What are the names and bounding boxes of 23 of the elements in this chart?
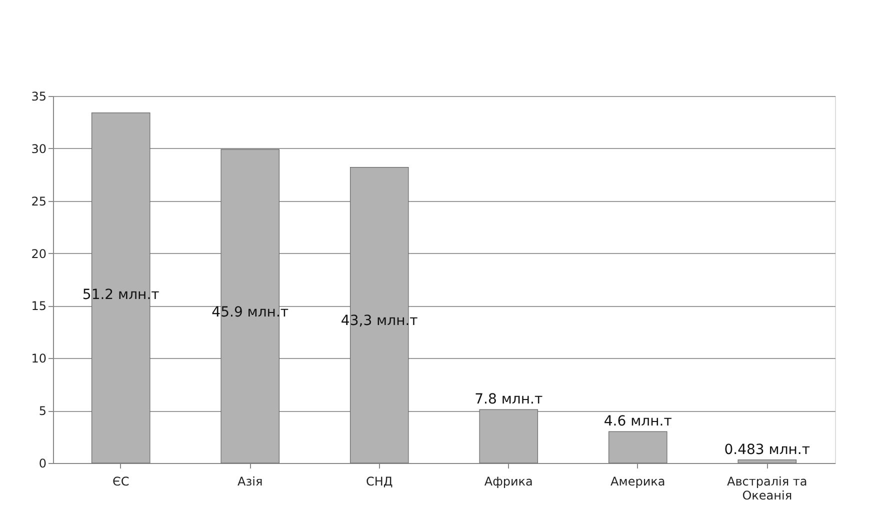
y-tick-label: 25 (31, 194, 46, 208)
x-tick-label: ЄС (112, 474, 130, 488)
y-tick-label: 30 (31, 142, 46, 156)
annotation: 51.2 млн.т (82, 286, 160, 303)
annotation: 4.6 млн.т (604, 414, 672, 430)
annotation: 0.483 млн.т (724, 442, 810, 458)
bar (479, 409, 538, 464)
y-tick-label: 0 (38, 456, 46, 470)
x-tick-label: Америка (610, 474, 666, 488)
annotation: 43,3 млн.т (340, 313, 418, 330)
x-tick-label: Африка (484, 474, 533, 488)
y-tick-label: 5 (38, 404, 46, 418)
annotation: 45.9 млн.т (212, 304, 289, 321)
bar (738, 460, 797, 464)
annotation: 7.8 млн.т (474, 392, 543, 408)
bar (608, 431, 668, 464)
y-tick-label: 20 (31, 246, 46, 261)
x-tick-label: СНД (366, 474, 393, 488)
y-tick-label: 15 (31, 299, 46, 314)
x-tick-label: Австралія та Океанія (727, 474, 808, 502)
y-tick-label: 35 (31, 90, 46, 104)
y-tick-label: 10 (31, 352, 46, 366)
x-tick-label: Азія (238, 474, 263, 488)
